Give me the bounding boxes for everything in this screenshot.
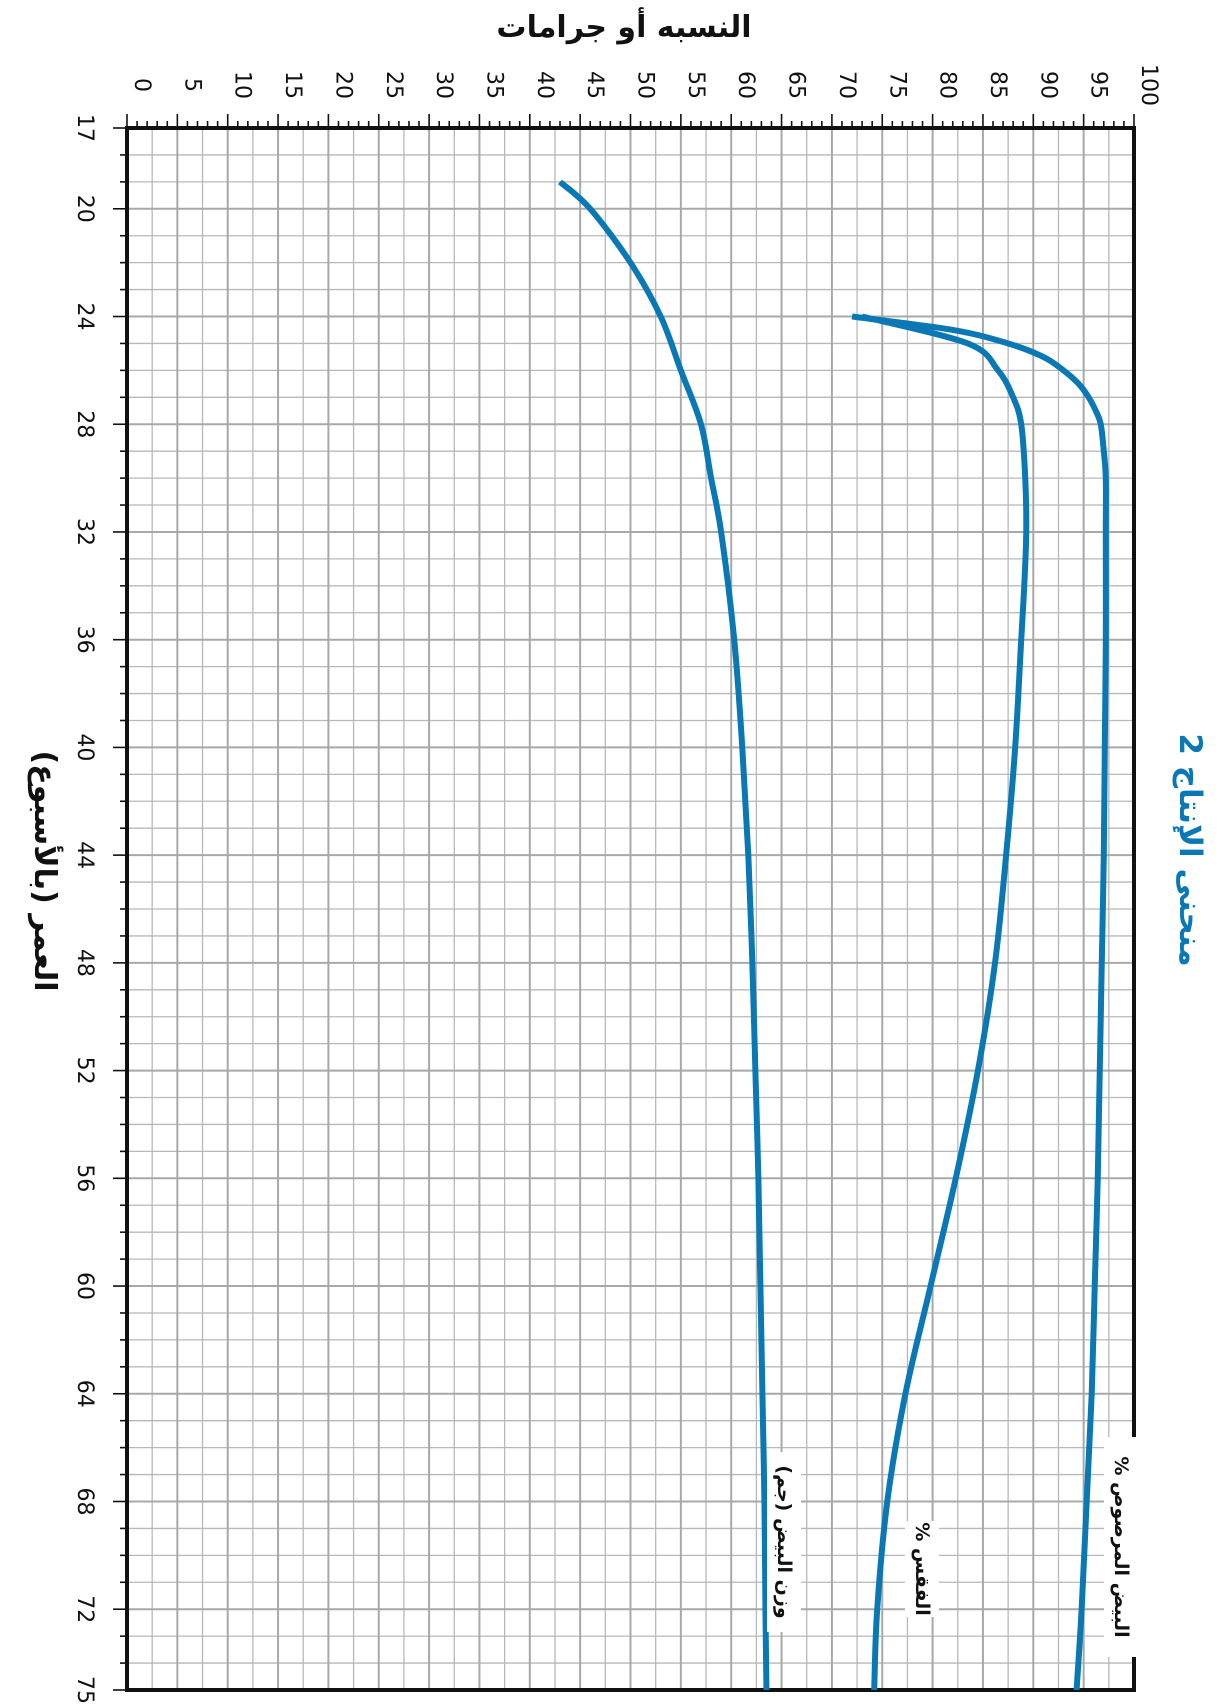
value-tick-label: 40 [532,71,557,99]
value-tick-label: 10 [230,71,255,99]
value-tick-label: 80 [935,71,960,99]
series-labels: % البيض المرصوص % الفقس وزن البيض (جم) [767,1437,1138,1657]
age-tick-label: 32 [72,518,97,546]
age-tick-label: 75 [72,1676,97,1704]
value-tick-label: 95 [1086,71,1111,99]
percent-axis-tick-labels: 0 5 10 15 20 25 30 35 40 45 50 55 60 65 70 75 80 85 90 95 10… [129,64,1161,106]
value-tick-label: 75 [884,71,909,99]
age-tick-label: 64 [72,1380,97,1408]
series-lines [558,179,1109,1691]
plot-frame [125,126,1136,1692]
age-tick-label: 44 [72,841,97,869]
packed-eggs-label: % البيض المرصوص [1110,1456,1132,1637]
hatchability-line [861,313,1030,1691]
age-tick-label: 52 [72,1057,97,1085]
age-tick-label: 24 [72,303,97,331]
age-tick-label: 56 [72,1164,97,1192]
chart-title: منحنى الإنتاج 2 [1172,733,1208,966]
age-tick-label: 36 [72,626,97,654]
value-tick-label: 15 [280,71,305,99]
age-tick-label: 48 [72,949,97,977]
major-grid [126,127,1135,1691]
value-tick-label: 90 [1035,71,1060,99]
age-tick-label: 17 [72,114,97,142]
value-tick-label: 55 [683,71,708,99]
age-axis-title: العمر (بالأسبوع) [27,750,64,991]
series-label-background [1104,1437,1138,1657]
age-tick-label: 60 [72,1272,97,1300]
age-tick-label: 20 [72,195,97,223]
value-tick-label: 30 [431,71,456,99]
value-tick-label: 85 [985,71,1010,99]
value-tick-label: 0 [129,78,154,92]
percent-axis-title: النسبه أو جرامات [496,7,751,45]
minor-grid [127,128,1134,1690]
egg-weight-label: وزن البيض (جم) [773,1465,795,1618]
egg-weight-line [558,179,770,1691]
value-tick-label: 45 [582,71,607,99]
value-tick-label: 20 [330,71,355,99]
value-tick-label: 35 [481,71,506,99]
value-tick-label: 50 [633,71,658,99]
value-tick-label: 60 [733,71,758,99]
age-tick-label: 68 [72,1487,97,1515]
value-tick-label: 100 [1136,64,1161,106]
series-label-background [905,1521,939,1617]
age-tick-label: 72 [72,1595,97,1623]
value-tick-label: 5 [179,78,204,92]
age-axis-tick-labels: 17 20 24 28 32 36 40 44 48 52 56 60 64 68 72 75 [72,114,97,1704]
value-tick-label: 25 [381,71,406,99]
value-tick-label: 65 [784,71,809,99]
hatchability-label: % الفقس [911,1522,933,1616]
value-tick-label: 70 [834,71,859,99]
series-label-background [767,1452,801,1632]
age-tick-label: 40 [72,733,97,761]
packed-eggs-line [851,313,1109,1691]
age-tick-label: 28 [72,410,97,438]
